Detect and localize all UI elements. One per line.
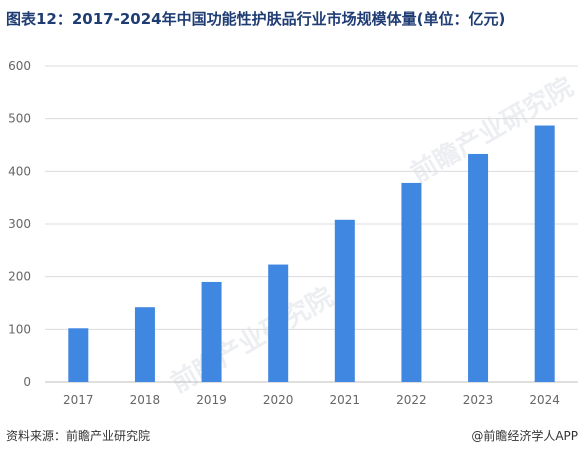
y-tick-label: 0 bbox=[23, 375, 31, 389]
y-tick-label: 200 bbox=[8, 270, 31, 284]
x-tick-label: 2017 bbox=[63, 393, 94, 407]
x-tick-label: 2019 bbox=[196, 393, 227, 407]
y-tick-label: 300 bbox=[8, 217, 31, 231]
x-tick-label: 2023 bbox=[463, 393, 494, 407]
source-note: 资料来源：前瞻产业研究院 bbox=[6, 429, 151, 443]
bar bbox=[134, 307, 155, 382]
bar bbox=[68, 328, 89, 382]
bar bbox=[201, 281, 222, 382]
x-tick-label: 2020 bbox=[263, 393, 294, 407]
y-tick-label: 400 bbox=[8, 164, 31, 178]
x-tick-label: 2018 bbox=[130, 393, 161, 407]
x-tick-label: 2022 bbox=[396, 393, 427, 407]
bar bbox=[334, 219, 355, 382]
bar bbox=[401, 182, 422, 382]
bar bbox=[534, 125, 555, 382]
bar bbox=[468, 153, 489, 382]
y-tick-label: 500 bbox=[8, 112, 31, 126]
brand-credit: @前瞻经济学人APP bbox=[471, 429, 578, 443]
y-tick-label: 600 bbox=[8, 59, 31, 73]
chart-title: 图表12：2017-2024年中国功能性护肤品行业市场规模体量(单位：亿元) bbox=[6, 10, 506, 28]
x-tick-label: 2024 bbox=[529, 393, 560, 407]
bar bbox=[268, 264, 289, 382]
x-tick-label: 2021 bbox=[330, 393, 361, 407]
y-tick-label: 100 bbox=[8, 322, 31, 336]
